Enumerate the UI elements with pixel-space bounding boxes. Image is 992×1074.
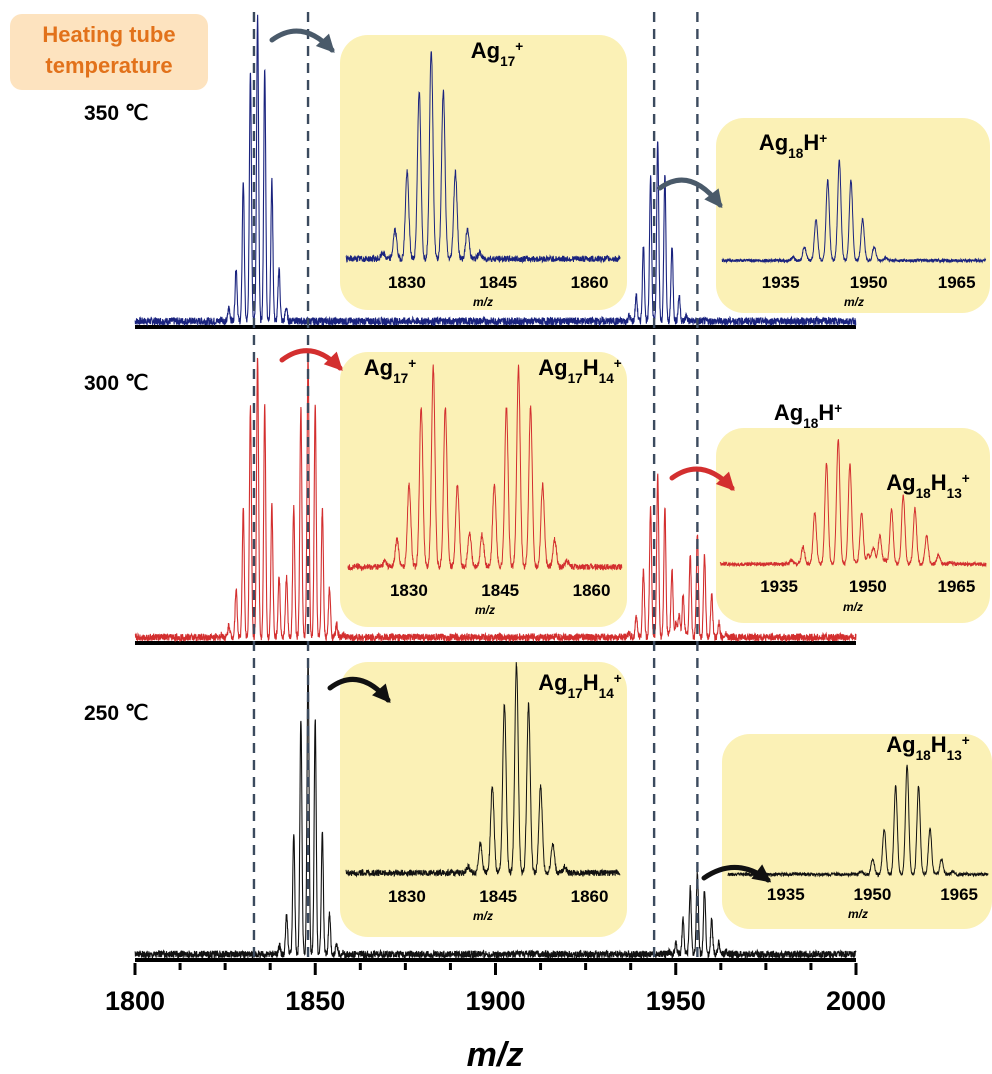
legend-line1: Heating tube: [42, 22, 175, 47]
arrow-head: [715, 471, 735, 491]
inset-xlabel: m/z: [844, 295, 864, 309]
inset-spectrum: [345, 51, 621, 264]
inset-tick-label: 1965: [938, 273, 976, 292]
inset-tick-label: 1845: [481, 581, 519, 600]
inset-bg: [340, 352, 627, 627]
x-axis-label: m/z: [467, 1036, 524, 1074]
inset-spectrum: [727, 764, 989, 878]
x-tick-label: 1850: [285, 986, 345, 1016]
inset-tick-label: 1950: [849, 577, 887, 596]
inset-tick-label: 1860: [571, 887, 609, 906]
x-tick-label: 1900: [465, 986, 525, 1016]
inset-species-label: Ag17+: [471, 38, 523, 69]
arrow-head: [704, 188, 723, 209]
inset-bg: [716, 428, 990, 623]
temperature-labels: 350 ℃ 300 ℃ 250 ℃: [84, 102, 148, 725]
legend-line2: temperature: [45, 53, 172, 78]
inset-tick-label: 1935: [767, 885, 805, 904]
inset-tick-label: 1860: [571, 273, 609, 292]
inset-xlabel: m/z: [473, 295, 493, 309]
reference-lines: [252, 12, 699, 960]
inset-spectrum: [721, 159, 987, 264]
inset-xlabel: m/z: [848, 907, 868, 921]
x-tick-label: 2000: [826, 986, 886, 1016]
arrows-layer: [269, 28, 772, 883]
inset-tick-label: 1830: [388, 887, 426, 906]
insets-layer: 1830 1845 1860 m/z Ag17+ 1935 1950 1965 m/z Ag18H…: [340, 35, 992, 937]
inset-tick-label: 1965: [938, 577, 976, 596]
inset-species-label: Ag17H14+: [538, 355, 622, 386]
legend-box-bg: [10, 14, 208, 90]
inset-bg: [722, 734, 992, 929]
inset-spectrum: [719, 439, 987, 568]
temperature-label: 250 ℃: [84, 702, 148, 725]
inset-tick-label: 1935: [762, 273, 800, 292]
inset-panel: 1830 1845 1860 m/z Ag17H14+: [340, 662, 627, 937]
inset-species-label: Ag17H14+: [538, 670, 622, 701]
spectrum-line: [134, 356, 857, 643]
inset-tick-label: 1965: [940, 885, 978, 904]
inset-panel: 1830 1845 1860 m/z Ag17+: [340, 35, 627, 310]
inset-xlabel: m/z: [843, 600, 863, 614]
inset-species-label: Ag18H13+: [886, 470, 970, 501]
inset-species-label: Ag18H+: [774, 400, 842, 431]
inset-tick-label: 1830: [388, 273, 426, 292]
inset-spectrum: [347, 364, 623, 572]
inset-spectrum: [345, 662, 621, 878]
heating-tube-legend: Heating tube temperature: [10, 14, 208, 90]
inset-xlabel: m/z: [475, 603, 495, 617]
x-axis: 1800 1850 1900 1950 2000 m/z: [105, 963, 886, 1074]
inset-tick-label: 1950: [854, 885, 892, 904]
inset-species-label: Ag18H+: [759, 130, 827, 161]
arrow-head: [315, 33, 335, 53]
inset-xlabel: m/z: [473, 909, 493, 923]
inset-panel: 1830 1845 1860 m/z Ag17+ Ag17H14+: [340, 352, 627, 627]
x-tick-label: 1800: [105, 986, 165, 1016]
arrow-head: [372, 683, 391, 704]
inset-species-label: Ag18H13+: [886, 732, 970, 763]
inset-panel: 1935 1950 1965 m/z Ag18H+: [716, 118, 990, 313]
inset-tick-label: 1845: [479, 273, 517, 292]
arrow-head: [323, 351, 343, 371]
arrow-head: [751, 864, 772, 883]
temperature-label: 300 ℃: [84, 372, 148, 395]
temperature-label: 350 ℃: [84, 102, 148, 125]
inset-bg: [340, 35, 627, 310]
inset-bg: [340, 662, 627, 937]
inset-species-label: Ag17+: [364, 355, 416, 386]
inset-tick-label: 1845: [479, 887, 517, 906]
inset-tick-label: 1860: [573, 581, 611, 600]
inset-tick-label: 1950: [850, 273, 888, 292]
inset-tick-label: 1935: [760, 577, 798, 596]
inset-panel: 1935 1950 1965 m/z Ag18H13+: [722, 732, 992, 929]
inset-tick-label: 1830: [390, 581, 428, 600]
inset-panel: 1935 1950 1965 m/z Ag18H+ Ag18H13+: [716, 400, 990, 623]
x-tick-label: 1950: [646, 986, 706, 1016]
